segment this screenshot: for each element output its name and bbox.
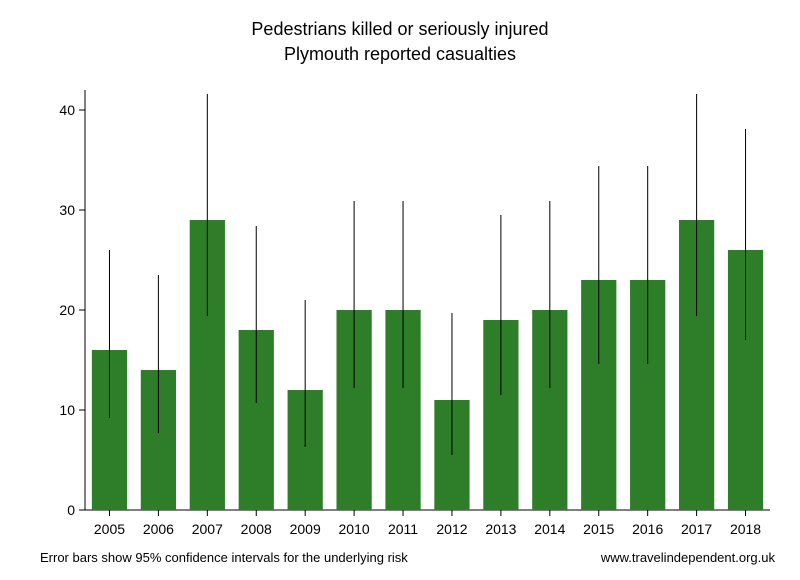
footer-url: www.travelindependent.org.uk xyxy=(600,550,776,565)
x-tick-label: 2017 xyxy=(681,521,712,537)
x-tick-label: 2015 xyxy=(583,521,614,537)
x-tick-label: 2011 xyxy=(388,521,418,537)
svg-text:40: 40 xyxy=(59,102,75,118)
footer-note: Error bars show 95% confidence intervals… xyxy=(40,550,408,565)
x-tick-label: 2006 xyxy=(143,521,174,537)
x-tick-label: 2009 xyxy=(290,521,321,537)
svg-text:0: 0 xyxy=(67,502,75,518)
svg-text:10: 10 xyxy=(59,402,75,418)
x-tick-label: 2018 xyxy=(730,521,761,537)
svg-text:Pedestrians killed or seriousl: Pedestrians killed or seriously injured xyxy=(251,19,548,39)
x-tick-label: 2013 xyxy=(485,521,516,537)
x-tick-label: 2016 xyxy=(632,521,663,537)
x-tick-label: 2012 xyxy=(436,521,467,537)
chart-container: Pedestrians killed or seriously injured P… xyxy=(0,0,800,580)
svg-text:Plymouth reported casualties: Plymouth reported casualties xyxy=(284,44,516,64)
x-tick-label: 2010 xyxy=(339,521,370,537)
bar-chart: Pedestrians killed or seriously injured P… xyxy=(0,0,800,580)
x-tick-label: 2008 xyxy=(241,521,272,537)
svg-text:20: 20 xyxy=(59,302,75,318)
x-tick-label: 2007 xyxy=(192,521,223,537)
svg-text:30: 30 xyxy=(59,202,75,218)
x-tick-label: 2005 xyxy=(94,521,125,537)
x-tick-label: 2014 xyxy=(534,521,565,537)
